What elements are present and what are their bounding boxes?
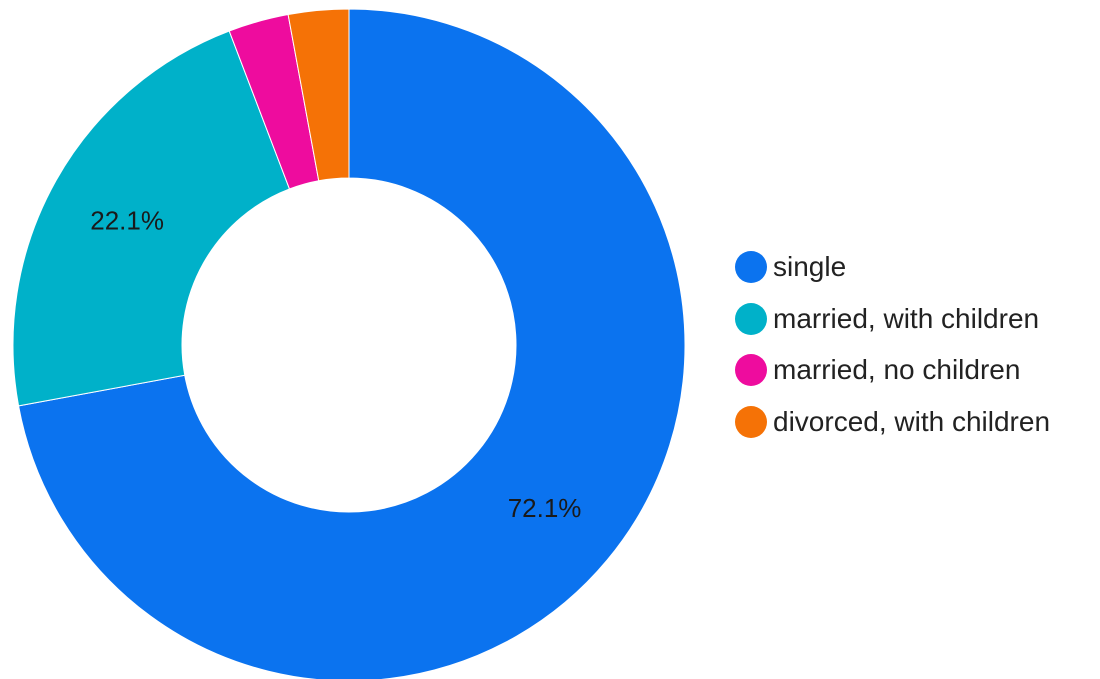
legend-item-single: single [735, 247, 1050, 287]
legend-item-married-no-children: married, no children [735, 350, 1050, 390]
legend-swatch-single [735, 251, 767, 283]
legend-swatch-married-no-children [735, 354, 767, 386]
slice-single [17, 8, 686, 679]
legend-item-married-with-children: married, with children [735, 299, 1050, 339]
chart-legend: single married, with children married, n… [735, 247, 1050, 453]
slice-married-with-children [12, 30, 291, 407]
legend-label-married-no-children: married, no children [773, 354, 1021, 385]
legend-item-divorced-with-children: divorced, with children [735, 402, 1050, 442]
slice-divorced-with-children [287, 8, 350, 182]
donut-slices [12, 8, 686, 679]
donut-data-labels: 72.1% 22.1% [90, 205, 581, 523]
data-label-single: 72.1% [508, 493, 582, 523]
legend-label-divorced-with-children: divorced, with children [773, 405, 1051, 437]
legend-label-married-with-children: married, with children [773, 302, 1040, 334]
legend-label-single: single [773, 251, 847, 282]
legend-swatch-divorced-with-children [735, 405, 767, 438]
data-label-married-with-children: 22.1% [90, 205, 164, 235]
donut-chart-plot: 72.1% 22.1% [12, 8, 686, 679]
legend-swatch-married-with-children [735, 302, 767, 335]
